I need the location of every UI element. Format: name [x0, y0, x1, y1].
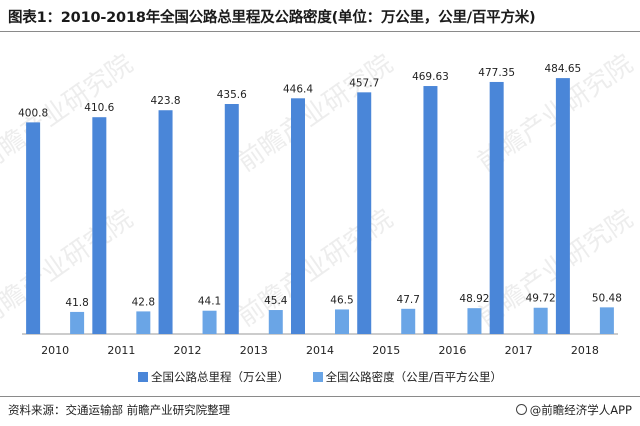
legend-swatch-series2 [312, 372, 323, 382]
data-label-series2: 50.48 [592, 292, 622, 304]
data-label-series1: 410.6 [84, 102, 114, 114]
x-tick-label: 2013 [240, 344, 268, 357]
bar-series1 [224, 104, 239, 334]
data-label-series1: 435.6 [217, 89, 247, 101]
bar-series1 [291, 98, 305, 334]
chart-legend: 全国公路总里程（万公里） 全国公路密度（公里/百平方公里） [0, 369, 640, 385]
data-label-series2: 41.8 [65, 297, 88, 309]
legend-item-series2: 全国公路密度（公里/百平方公里） [312, 369, 503, 385]
bar-series2 [467, 308, 482, 334]
x-tick-label: 2012 [174, 344, 202, 357]
data-label-series1: 423.8 [151, 95, 181, 107]
x-tick-label: 2017 [505, 344, 533, 357]
data-label-series1: 484.65 [545, 63, 582, 75]
data-label-series2: 48.92 [459, 293, 489, 305]
x-tick-label: 2015 [372, 344, 400, 357]
legend-swatch-series1 [137, 372, 148, 382]
legend-item-series1: 全国公路总里程（万公里） [137, 369, 289, 385]
data-label-series1: 457.7 [349, 77, 379, 89]
bar-series1 [555, 78, 570, 334]
watermark-text: 前瞻产业研究院 [232, 49, 398, 178]
title-divider [0, 31, 640, 32]
data-label-series1: 477.35 [478, 67, 515, 79]
legend-label-series1: 全国公路总里程（万公里） [150, 370, 289, 384]
x-tick-label: 2011 [107, 344, 135, 357]
bar-series1 [92, 117, 107, 334]
data-label-series1: 446.4 [283, 83, 313, 95]
legend-label-series2: 全国公路密度（公里/百平方公里） [325, 370, 503, 384]
bar-series2 [401, 308, 416, 334]
bar-series2 [202, 310, 217, 334]
bar-series2 [599, 307, 614, 334]
bar-series1 [423, 86, 438, 334]
bar-series1 [26, 122, 41, 335]
data-label-series2: 46.5 [330, 294, 353, 306]
data-label-series2: 42.8 [132, 296, 155, 308]
bar-series1 [357, 92, 372, 334]
data-label-series1: 469.63 [412, 71, 449, 83]
data-label-series2: 44.1 [198, 296, 221, 308]
x-tick-label: 2016 [438, 344, 466, 357]
brand-label: @前瞻经济学人APP [529, 403, 632, 417]
bar-series2 [136, 311, 151, 334]
watermark-text: 前瞻产业研究院 [232, 204, 398, 333]
data-label-series2: 49.72 [526, 293, 556, 305]
x-tick-label: 2010 [41, 344, 69, 357]
source-note: 资料来源：交通运输部 前瞻产业研究院整理 [8, 403, 231, 417]
watermark-text: 前瞻产业研究院 [0, 204, 139, 333]
footer-divider [0, 396, 640, 397]
bar-series2 [335, 309, 349, 334]
x-tick-label: 2018 [571, 344, 599, 357]
bar-series1 [158, 110, 173, 334]
brand-logo-icon [515, 404, 527, 415]
data-label-series1: 400.8 [18, 107, 48, 119]
brand-credit: @前瞻经济学人APP [515, 402, 632, 418]
chart-title: 图表1：2010-2018年全国公路总里程及公路密度(单位：万公里，公里/百平方… [8, 10, 536, 26]
bar-series2 [70, 311, 85, 334]
x-tick-label: 2014 [306, 344, 334, 357]
bar-series1 [489, 81, 504, 334]
data-label-series2: 45.4 [264, 295, 288, 307]
bar-series2 [268, 310, 283, 334]
data-label-series2: 47.7 [397, 294, 420, 306]
bar-series2 [533, 307, 548, 334]
